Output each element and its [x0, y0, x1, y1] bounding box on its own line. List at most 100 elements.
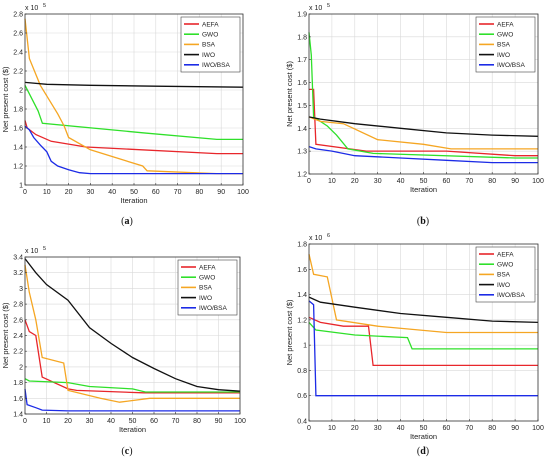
- y-tick-label: 1: [19, 183, 23, 190]
- chart-panel-4: 0 10 20 30 40 50 60 70 80 90 100 0.4 0.6 0.8 1 1.2 1.4 1.…: [285, 233, 544, 457]
- x-tick-label: 50: [420, 425, 428, 432]
- x-tick-label: 100: [234, 418, 246, 425]
- legend-label: IWO: [202, 52, 215, 59]
- legend-label: BSA: [199, 285, 213, 292]
- y-tick-label: 2: [19, 88, 23, 95]
- y-tick-label: 1.7: [297, 57, 307, 64]
- x-tick-label: 50: [420, 178, 428, 185]
- y-tick-label: 1.6: [297, 267, 307, 274]
- y-tick-label: 1.6: [13, 396, 23, 403]
- legend-label: BSA: [497, 42, 511, 49]
- x-tick-label: 40: [397, 425, 405, 432]
- x-tick-label: 80: [193, 418, 201, 425]
- legend: AEFA GWO BSA IWO IWO/BSA: [475, 16, 536, 73]
- y-tick-label: 1: [303, 343, 307, 350]
- x-tick-label: 20: [64, 418, 72, 425]
- y-tick-label: 1.4: [297, 126, 307, 133]
- y-tick-label: 1.8: [13, 107, 23, 114]
- axis-exponent-power: 6: [327, 233, 330, 239]
- legend-label: IWO/BSA: [497, 292, 525, 299]
- x-tick-label: 40: [107, 418, 115, 425]
- x-tick-label: 50: [129, 418, 137, 425]
- x-axis-label: Iteration: [410, 185, 437, 194]
- x-tick-label: 20: [65, 189, 73, 196]
- y-tick-label: 1.5: [297, 103, 307, 110]
- y-tick-label: 2.6: [13, 31, 23, 38]
- x-axis-label: Iteration: [120, 196, 147, 205]
- legend-label: GWO: [497, 32, 513, 39]
- series-line-aefa: [309, 88, 538, 157]
- y-tick-label: 1.8: [13, 380, 23, 387]
- panel-caption: (a): [121, 216, 133, 227]
- y-tick-label: 1.2: [13, 164, 23, 171]
- series-line-gwo: [24, 85, 243, 141]
- panel-caption: (c): [121, 446, 132, 457]
- y-tick-label: 1.3: [297, 149, 307, 156]
- x-axis-label: Iteration: [119, 425, 146, 434]
- x-tick-label: 10: [43, 418, 51, 425]
- y-tick-label: 1.2: [297, 317, 307, 324]
- legend-label: GWO: [199, 275, 215, 282]
- x-tick-label: 70: [174, 189, 182, 196]
- legend-label: IWO: [497, 52, 510, 59]
- legend-label: GWO: [497, 262, 513, 269]
- series-line-bsa: [24, 264, 240, 403]
- series-line-iwo: [24, 258, 241, 392]
- series-line-gwo: [308, 32, 538, 159]
- legend: AEFA GWO BSA IWO IWO/BSA: [475, 246, 536, 303]
- series-line-bsa: [24, 18, 243, 175]
- y-tick-label: 3.2: [13, 270, 23, 277]
- chart-panel-1: 0 10 20 30 40 50 60 70 80 90 100 1 1.2 1.4 1.6 1.8 2 2.2 2…: [1, 3, 249, 227]
- x-tick-label: 30: [374, 425, 382, 432]
- y-tick-label: 1.2: [297, 172, 307, 179]
- y-tick-label: 2.2: [13, 349, 23, 356]
- y-tick-label: 3: [19, 286, 23, 293]
- series-line-iwo: [308, 116, 539, 137]
- y-tick-label: 1.8: [297, 34, 307, 41]
- y-tick-label: 0.6: [297, 393, 307, 400]
- legend-label: AEFA: [497, 21, 514, 28]
- legend: AEFA GWO BSA IWO IWO/BSA: [180, 16, 241, 73]
- x-tick-label: 60: [443, 178, 451, 185]
- y-tick-label: 2.4: [13, 50, 23, 57]
- legend-label: IWO: [199, 295, 212, 302]
- x-tick-label: 60: [150, 418, 158, 425]
- x-tick-label: 20: [351, 178, 359, 185]
- x-tick-label: 80: [488, 425, 496, 432]
- y-tick-label: 0.4: [297, 419, 307, 426]
- panel-caption: (b): [417, 216, 429, 227]
- x-tick-label: 40: [397, 178, 405, 185]
- y-tick-label: 2.8: [13, 302, 23, 309]
- legend-label: AEFA: [202, 21, 219, 28]
- legend: AEFA GWO BSA IWO IWO/BSA: [177, 259, 238, 316]
- x-tick-label: 50: [130, 189, 138, 196]
- x-tick-label: 90: [511, 425, 519, 432]
- y-tick-label: 1.4: [297, 292, 307, 299]
- y-tick-label: 2.4: [13, 333, 23, 340]
- x-tick-label: 40: [108, 189, 116, 196]
- legend-label: IWO/BSA: [497, 62, 525, 69]
- x-tick-label: 70: [465, 178, 473, 185]
- y-tick-label: 3.4: [13, 255, 23, 262]
- panel-caption: (d): [417, 446, 429, 457]
- axis-exponent-power: 5: [43, 246, 46, 252]
- x-axis-label: Iteration: [410, 432, 437, 441]
- x-tick-label: 90: [217, 189, 225, 196]
- y-tick-label: 1.9: [297, 12, 307, 19]
- x-tick-label: 100: [532, 425, 544, 432]
- chart-panel-2: 0 10 20 30 40 50 60 70 80 90 100 1.2 1.3 1.4 1.5 1.6 1.7…: [285, 3, 544, 227]
- axis-exponent-label: x 10: [309, 235, 322, 242]
- x-tick-label: 30: [374, 178, 382, 185]
- legend-label: BSA: [497, 272, 511, 279]
- x-tick-label: 0: [23, 189, 27, 196]
- x-tick-label: 80: [196, 189, 204, 196]
- axis-exponent-label: x 10: [25, 248, 38, 255]
- x-tick-label: 80: [488, 178, 496, 185]
- series-line-bsa: [308, 253, 538, 334]
- x-tick-label: 20: [351, 425, 359, 432]
- series-line-aefa: [24, 319, 240, 394]
- x-tick-label: 60: [443, 425, 451, 432]
- x-tick-label: 30: [87, 189, 95, 196]
- y-tick-label: 2: [19, 364, 23, 371]
